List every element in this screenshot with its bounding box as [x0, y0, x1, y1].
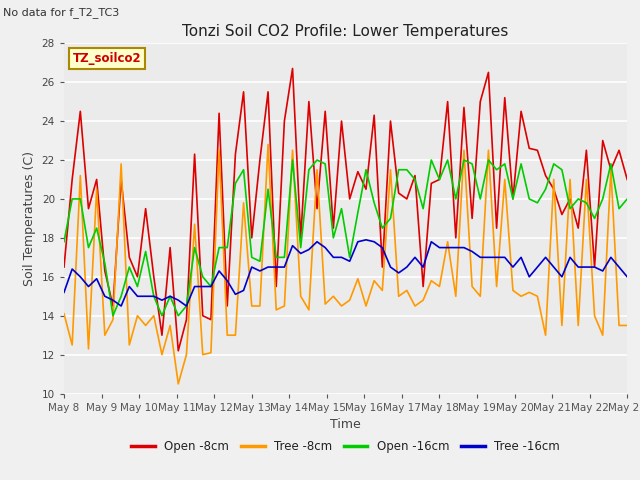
Title: Tonzi Soil CO2 Profile: Lower Temperatures: Tonzi Soil CO2 Profile: Lower Temperatur…: [182, 24, 509, 39]
Text: No data for f_T2_TC3: No data for f_T2_TC3: [3, 7, 120, 18]
Text: TZ_soilco2: TZ_soilco2: [72, 52, 141, 65]
X-axis label: Time: Time: [330, 418, 361, 431]
Legend: Open -8cm, Tree -8cm, Open -16cm, Tree -16cm: Open -8cm, Tree -8cm, Open -16cm, Tree -…: [127, 435, 564, 458]
Y-axis label: Soil Temperatures (C): Soil Temperatures (C): [23, 151, 36, 286]
